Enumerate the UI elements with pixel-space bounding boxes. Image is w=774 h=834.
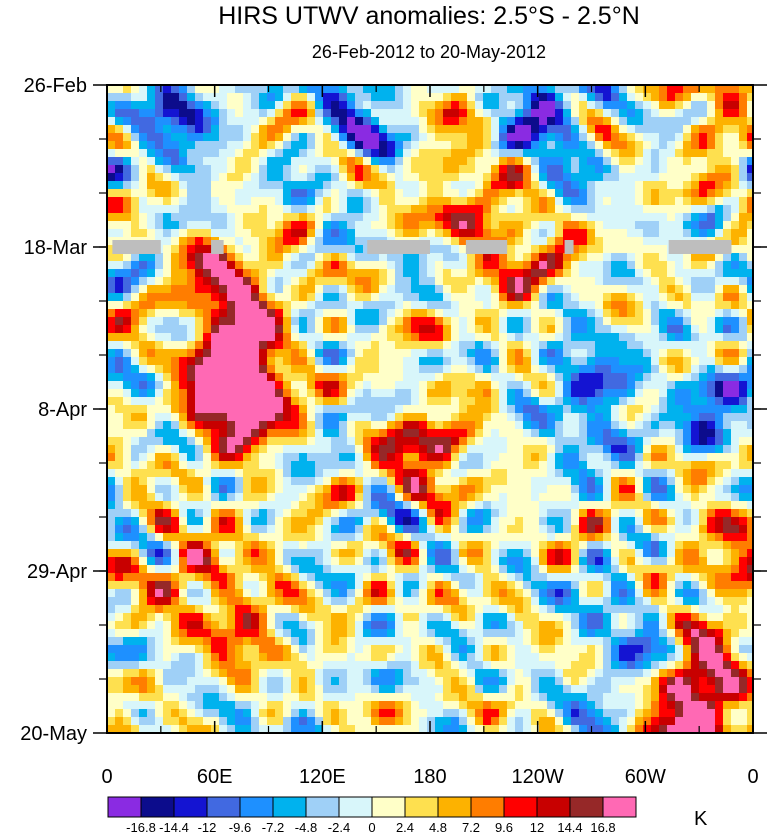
- missing-data-strip: [367, 240, 430, 254]
- colorbar-box: [305, 796, 340, 818]
- colorbar-label: 2.4: [396, 820, 414, 834]
- x-tick-label: 120E: [299, 766, 346, 788]
- colorbar-unit: K: [694, 808, 708, 830]
- missing-data-strip: [465, 240, 508, 254]
- y-axis: 26-Feb 18-Mar 8-Apr 29-Apr 20-May: [20, 75, 767, 745]
- colorbar-label: -7.2: [262, 820, 284, 834]
- colorbar-box: [140, 796, 175, 818]
- heatmap-field: [107, 85, 753, 733]
- y-tick-label: 18-Mar: [24, 237, 88, 259]
- colorbar-label: 4.8: [429, 820, 447, 834]
- colorbar-box: [470, 796, 505, 818]
- colorbar-label: -2.4: [328, 820, 350, 834]
- colorbar-box: [239, 796, 274, 818]
- colorbar-label: -9.6: [229, 820, 251, 834]
- x-tick-label: 60E: [197, 766, 233, 788]
- colorbar-box: [338, 796, 373, 818]
- missing-data-strip: [564, 240, 574, 254]
- colorbar-label: -12: [198, 820, 217, 834]
- colorbar-label: -14.4: [159, 820, 189, 834]
- colorbar: -16.8 -14.4 -12 -9.6 -7.2 -4.8 -2.4 0 2.4 4.8 7.2 9…: [107, 796, 637, 834]
- y-tick-label: 20-May: [20, 723, 87, 745]
- colorbar-box: [371, 796, 406, 818]
- x-tick-label: 180: [413, 766, 446, 788]
- colorbar-box: [173, 796, 208, 818]
- colorbar-box: [536, 796, 571, 818]
- colorbar-box: [107, 796, 142, 818]
- x-tick-label: 0: [747, 766, 758, 788]
- missing-data-strip: [211, 240, 224, 254]
- x-tick-label: 60W: [625, 766, 666, 788]
- missing-data-strip: [668, 240, 732, 254]
- colorbar-label: 7.2: [462, 820, 480, 834]
- y-tick-label: 26-Feb: [24, 75, 87, 97]
- chart-title: HIRS UTWV anomalies: 2.5°S - 2.5°N: [218, 2, 640, 30]
- colorbar-label: 9.6: [495, 820, 513, 834]
- missing-data-strip: [112, 240, 161, 254]
- missing-data: [112, 240, 732, 254]
- x-tick-label: 120W: [512, 766, 564, 788]
- chart-subtitle: 26-Feb-2012 to 20-May-2012: [312, 42, 546, 62]
- colorbar-label: 14.4: [557, 820, 582, 834]
- colorbar-box: [272, 796, 307, 818]
- colorbar-box: [404, 796, 439, 818]
- colorbar-box: [206, 796, 241, 818]
- colorbar-box: [602, 796, 637, 818]
- y-tick-label: 8-Apr: [38, 399, 87, 421]
- y-tick-label: 29-Apr: [27, 561, 87, 583]
- colorbar-box: [569, 796, 604, 818]
- colorbar-box: [503, 796, 538, 818]
- colorbar-box: [437, 796, 472, 818]
- colorbar-label: -4.8: [295, 820, 317, 834]
- x-tick-label: 0: [101, 766, 112, 788]
- colorbar-label: 0: [368, 820, 375, 834]
- colorbar-label: 12: [530, 820, 544, 834]
- colorbar-label: -16.8: [126, 820, 156, 834]
- colorbar-label: 16.8: [590, 820, 615, 834]
- x-axis: 0 60E 120E 180 120W 60W 0: [101, 85, 759, 788]
